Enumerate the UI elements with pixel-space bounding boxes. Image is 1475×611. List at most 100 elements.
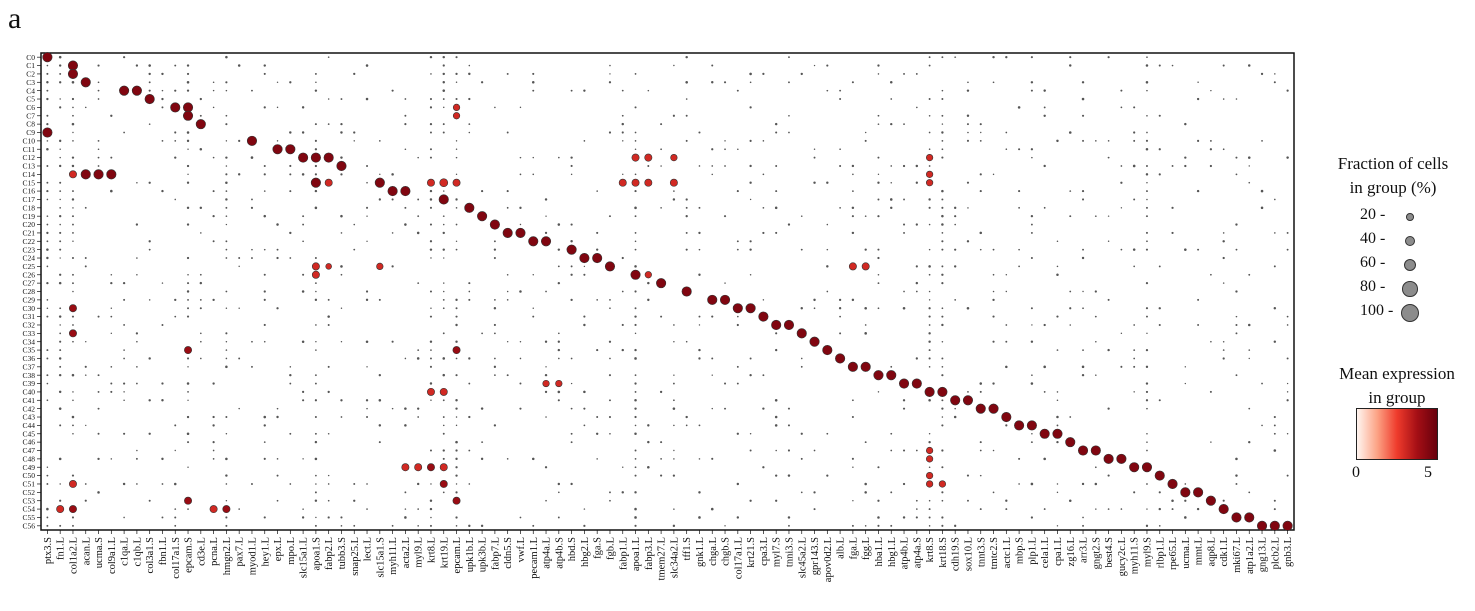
gene-label: upk3b.L	[478, 537, 489, 572]
background-dot	[660, 165, 662, 167]
background-dot	[1235, 323, 1238, 326]
background-dot	[557, 265, 560, 268]
background-dot	[928, 114, 931, 117]
background-dot	[417, 282, 420, 285]
background-dot	[570, 357, 573, 360]
background-dot	[72, 290, 74, 293]
background-dot	[685, 98, 688, 100]
gene-label: epx.L	[273, 537, 284, 561]
background-dot	[315, 81, 317, 84]
background-dot	[711, 81, 714, 84]
background-dot	[1235, 98, 1238, 100]
background-dot	[966, 114, 970, 117]
background-dot	[1210, 273, 1212, 276]
background-dot	[416, 482, 420, 486]
background-dot	[71, 97, 75, 101]
expression-dot	[427, 387, 435, 396]
background-dot	[174, 131, 177, 134]
background-dot	[161, 483, 164, 485]
background-dot	[225, 332, 228, 335]
background-dot	[365, 340, 369, 343]
background-dot	[174, 298, 177, 302]
background-dot	[251, 248, 253, 251]
marker-dot	[681, 286, 692, 297]
background-dot	[442, 332, 445, 335]
background-dot	[238, 257, 241, 259]
background-dot	[634, 457, 637, 460]
background-dot	[314, 148, 318, 151]
background-dot	[481, 332, 483, 335]
background-dot	[928, 206, 931, 209]
group-label: C15	[22, 178, 35, 187]
marker-dot	[374, 177, 385, 188]
gene-label: hey1.L	[260, 537, 271, 566]
background-dot	[1094, 290, 1097, 293]
background-dot	[1286, 382, 1289, 385]
background-dot	[301, 106, 305, 109]
background-dot	[225, 81, 228, 84]
background-dot	[135, 64, 139, 67]
background-dot	[788, 56, 790, 59]
background-dot	[672, 407, 676, 410]
background-dot	[136, 257, 138, 259]
background-dot	[110, 365, 113, 368]
background-dot	[263, 173, 266, 176]
background-dot	[1120, 165, 1123, 167]
background-dot	[532, 156, 534, 159]
background-dot	[877, 273, 880, 276]
background-dot	[1107, 508, 1110, 510]
background-dot	[1146, 89, 1148, 92]
background-dot	[263, 290, 266, 293]
background-dot	[928, 440, 931, 444]
background-dot	[1120, 508, 1123, 510]
background-dot	[583, 424, 586, 427]
background-dot	[1274, 73, 1276, 75]
expression-dot	[439, 480, 448, 488]
background-dot	[877, 248, 880, 251]
background-dot	[442, 399, 445, 402]
marker-dot	[80, 77, 91, 88]
background-dot	[545, 499, 547, 502]
background-dot	[634, 348, 637, 352]
background-dot	[46, 357, 49, 360]
background-dot	[97, 457, 100, 461]
background-dot	[1248, 349, 1251, 351]
background-dot	[1081, 81, 1085, 84]
background-dot	[59, 206, 62, 209]
background-dot	[1184, 516, 1187, 519]
background-dot	[685, 114, 688, 117]
background-dot	[71, 256, 74, 260]
background-dot	[1081, 482, 1085, 486]
background-dot	[455, 525, 458, 527]
gene-label: upk1b.L	[465, 537, 476, 572]
background-dot	[301, 390, 305, 394]
background-dot	[314, 189, 318, 193]
gene-label: cela1.L	[1040, 537, 1051, 568]
background-dot	[1043, 206, 1046, 209]
background-dot	[71, 373, 75, 377]
background-dot	[186, 357, 190, 360]
background-dot	[890, 181, 893, 184]
background-dot	[864, 248, 867, 251]
background-dot	[1146, 332, 1148, 335]
marker-dot	[745, 303, 756, 314]
size-legend-label: 60 -	[1360, 254, 1386, 271]
background-dot	[813, 148, 816, 150]
background-dot	[314, 524, 317, 527]
background-dot	[161, 457, 164, 461]
background-dot	[1146, 449, 1148, 452]
background-dot	[1056, 525, 1059, 527]
group-label: C36	[22, 354, 35, 363]
background-dot	[302, 399, 305, 402]
background-dot	[340, 265, 343, 268]
group-label: C16	[22, 187, 35, 196]
background-dot	[468, 97, 471, 101]
background-dot	[596, 458, 598, 460]
background-dot	[941, 340, 944, 343]
background-dot	[212, 415, 215, 419]
background-dot	[851, 81, 854, 84]
expression-dot	[325, 263, 332, 270]
background-dot	[634, 307, 637, 310]
background-dot	[915, 181, 918, 184]
background-dot	[826, 474, 829, 477]
